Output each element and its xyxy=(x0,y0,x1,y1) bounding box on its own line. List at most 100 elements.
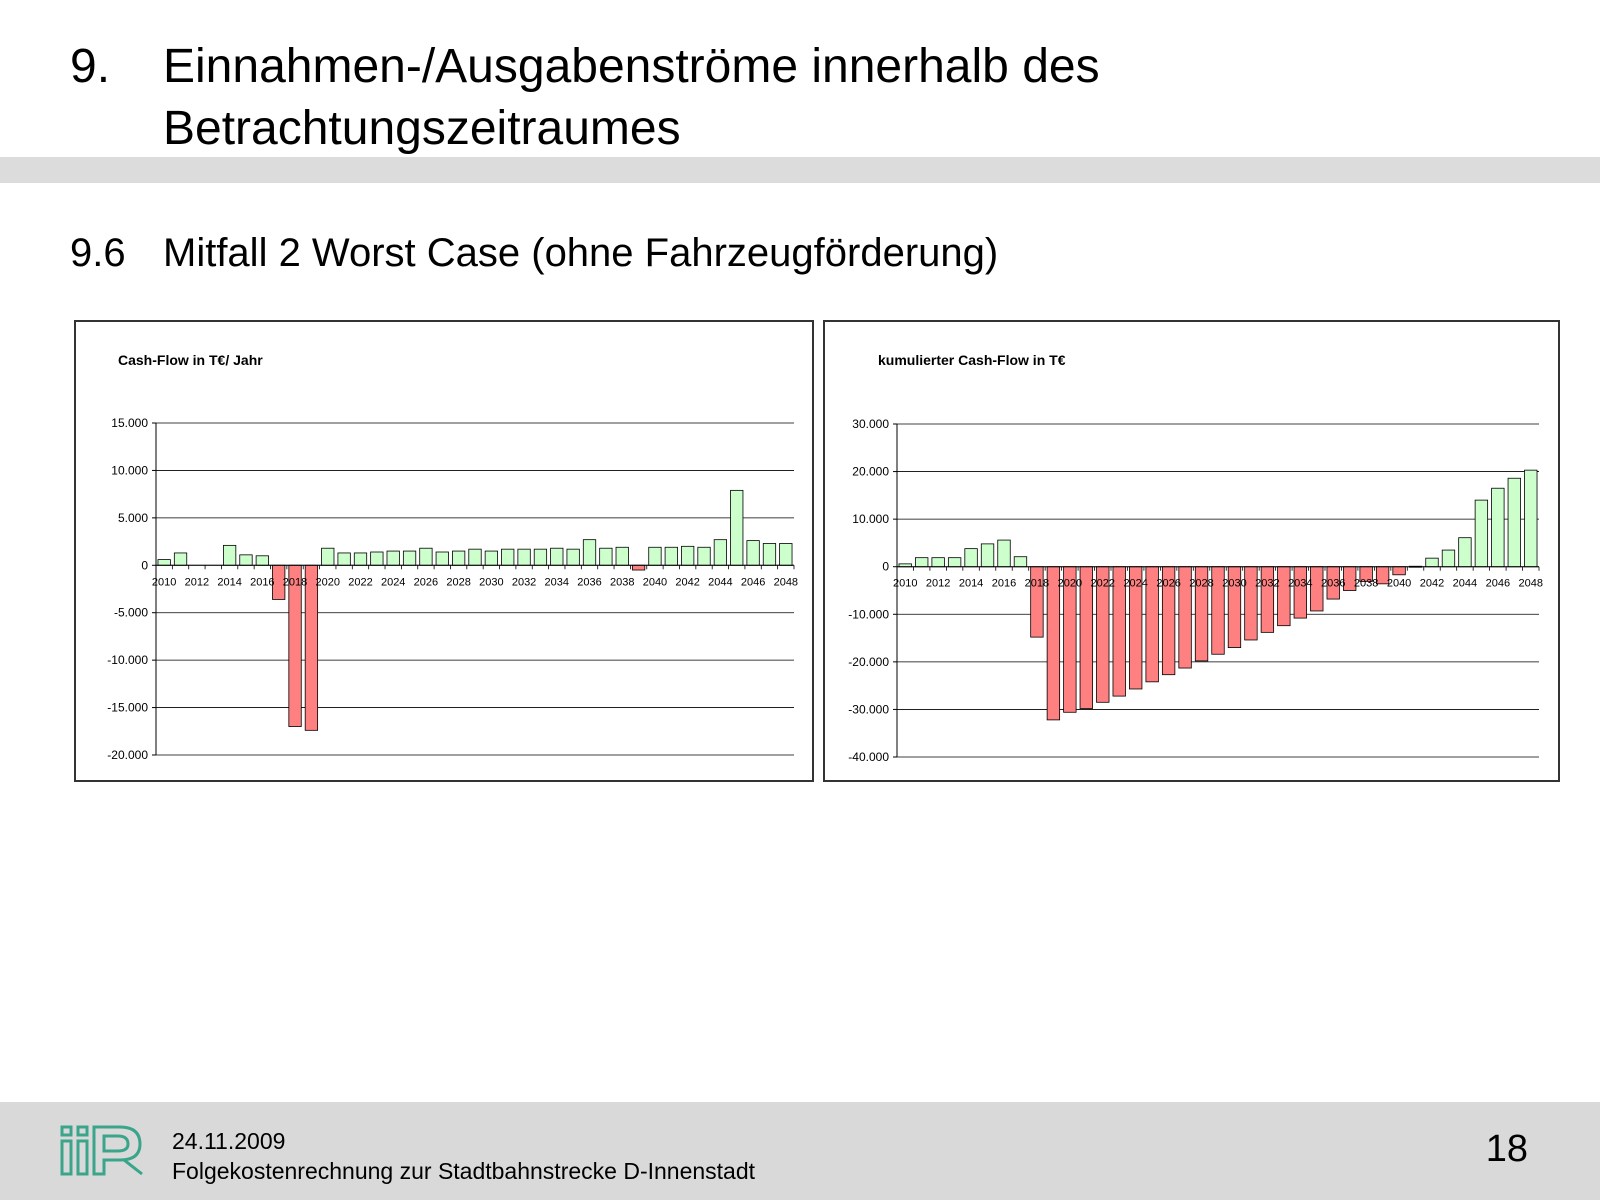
bar-2018 xyxy=(288,564,302,727)
x-tick-label: 2022 xyxy=(348,576,372,588)
iip-logo-icon xyxy=(60,1125,143,1176)
bar-2022 xyxy=(353,552,368,566)
x-tick-label: 2042 xyxy=(675,576,699,588)
bar-2038 xyxy=(615,546,629,566)
page-number: 18 xyxy=(1485,1128,1528,1170)
x-tick-label: 2028 xyxy=(1189,578,1213,590)
bar-2019 xyxy=(304,564,319,731)
x-tick-label: 2034 xyxy=(1288,578,1312,590)
chart-title: kumulierter Cash-Flow in T€ xyxy=(878,352,1066,368)
bar-2029 xyxy=(468,548,482,566)
bar-2042 xyxy=(1425,557,1439,568)
bar-2015 xyxy=(239,554,253,566)
bar-2036 xyxy=(582,539,597,566)
x-tick-label: 2034 xyxy=(545,576,569,588)
x-tick-label: 2022 xyxy=(1091,578,1115,590)
bar-2015 xyxy=(980,543,995,568)
bar-2047 xyxy=(762,543,777,566)
bar-2032 xyxy=(517,548,531,566)
bar-2040 xyxy=(1392,566,1406,576)
x-tick-label: 2048 xyxy=(774,576,798,588)
x-tick-label: 2032 xyxy=(512,576,536,588)
bar-2048 xyxy=(1524,469,1538,568)
y-tick-label: 0 xyxy=(141,558,148,572)
x-tick-label: 2046 xyxy=(741,576,765,588)
x-tick-label: 2012 xyxy=(185,576,209,588)
y-tick-label: -5.000 xyxy=(114,606,148,620)
cash-flow-per-year-chart: Cash-Flow in T€/ Jahr 15.000 10.000 5.000 0 -… xyxy=(74,320,814,782)
x-tick-label: 2024 xyxy=(381,576,405,588)
bar-2037 xyxy=(599,547,613,566)
footer-text: Folgekostenrechnung zur Stadtbahnstrecke… xyxy=(172,1158,756,1184)
footer-date: 24.11.2009 xyxy=(172,1128,286,1154)
y-tick-label: -20.000 xyxy=(848,655,889,669)
x-tick-label: 2042 xyxy=(1420,578,1444,590)
y-tick-label: 10.000 xyxy=(852,512,889,526)
x-tick-label: 2030 xyxy=(479,576,503,588)
bar-2044 xyxy=(713,539,728,566)
x-tick-label: 2024 xyxy=(1123,578,1147,590)
bar-2014 xyxy=(964,548,978,568)
bar-2048 xyxy=(779,543,793,566)
slide-subtitle: Mitfall 2 Worst Case (ohne Fahrzeugförde… xyxy=(163,231,999,275)
bar-2030 xyxy=(484,550,498,566)
x-tick-label: 2040 xyxy=(643,576,667,588)
x-tick-label: 2026 xyxy=(414,576,438,588)
bar-2039 xyxy=(631,564,646,571)
bar-2011 xyxy=(173,552,188,566)
x-tick-label: 2038 xyxy=(1354,578,1378,590)
bar-2047 xyxy=(1507,477,1521,568)
cumulative-cash-flow-svg: kumulierter Cash-Flow in T€ 30.000 20.000 1… xyxy=(848,352,1543,764)
bar-2016 xyxy=(997,539,1011,568)
bar-2034 xyxy=(550,547,564,566)
y-tick-label: 0 xyxy=(882,560,889,574)
bar-2025 xyxy=(402,550,417,566)
x-tick-label: 2044 xyxy=(708,576,732,588)
bar-2046 xyxy=(746,540,760,566)
bar-2041 xyxy=(664,546,678,566)
x-tick-label: 2048 xyxy=(1519,578,1543,590)
bar-2043 xyxy=(697,546,711,566)
bar-2023 xyxy=(370,551,384,566)
bar-2011 xyxy=(915,557,929,568)
x-tick-label: 2018 xyxy=(1025,578,1049,590)
bar-2042 xyxy=(681,545,695,566)
bar-2032 xyxy=(1260,566,1275,633)
x-tick-label: 2016 xyxy=(992,578,1016,590)
cash-flow-per-year-svg: Cash-Flow in T€/ Jahr 15.000 10.000 5.000 0 -… xyxy=(107,352,798,762)
x-tick-label: 2026 xyxy=(1156,578,1180,590)
bar-2033 xyxy=(533,548,548,566)
y-tick-label: -30.000 xyxy=(848,702,889,716)
bar-2034 xyxy=(1293,566,1307,619)
y-tick-label: -15.000 xyxy=(107,701,148,715)
x-tick-label: 2012 xyxy=(926,578,950,590)
bar-2028 xyxy=(452,550,466,566)
y-tick-label: -40.000 xyxy=(848,750,889,764)
bar-2021 xyxy=(337,552,351,566)
slide-title: Einnahmen-/Ausgabenströme innerhalb des … xyxy=(163,40,1100,155)
y-tick-label: -10.000 xyxy=(107,653,148,667)
x-tick-label: 2044 xyxy=(1453,578,1477,590)
bar-2035 xyxy=(566,548,580,566)
slide-title-number: 9. xyxy=(70,40,111,93)
bar-2027 xyxy=(435,551,449,566)
slide-subtitle-number: 9.6 xyxy=(70,231,126,275)
x-tick-label: 2010 xyxy=(152,576,176,588)
bar-2031 xyxy=(501,548,515,566)
x-tick-label: 2014 xyxy=(217,576,241,588)
y-tick-label: 20.000 xyxy=(852,465,889,479)
y-tick-label: 30.000 xyxy=(852,417,889,431)
y-tick-label: 5.000 xyxy=(118,511,148,525)
chart-title: Cash-Flow in T€/ Jahr xyxy=(118,352,263,368)
bar-2017 xyxy=(1013,556,1028,568)
x-tick-label: 2032 xyxy=(1255,578,1279,590)
bar-2045 xyxy=(1474,499,1489,568)
x-tick-label: 2028 xyxy=(446,576,470,588)
x-tick-label: 2016 xyxy=(250,576,274,588)
y-tick-label: 10.000 xyxy=(111,463,148,477)
x-tick-label: 2020 xyxy=(316,576,340,588)
bar-2046 xyxy=(1491,487,1505,568)
x-tick-label: 2038 xyxy=(610,576,634,588)
x-tick-label: 2036 xyxy=(1321,578,1345,590)
bar-2044 xyxy=(1458,537,1472,568)
